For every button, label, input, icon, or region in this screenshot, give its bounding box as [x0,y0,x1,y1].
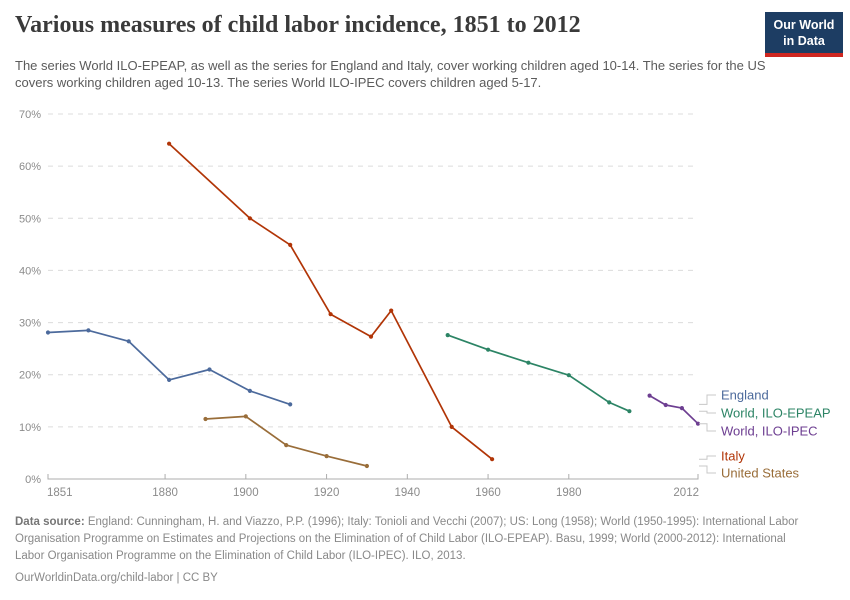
data-point-italy [449,424,454,429]
y-axis-tick-label: 70% [19,109,41,121]
legend-connector-world-ilo-ipec [699,423,716,432]
data-point-italy [167,141,172,146]
data-point-england [288,402,293,407]
owid-logo[interactable]: Our World in Data [765,12,843,57]
data-point-england [207,367,212,372]
y-axis-tick-label: 40% [19,265,41,277]
legend-connector-united-states [699,465,716,474]
legend-label-world-ilo-epeap[interactable]: World, ILO-EPEAP [721,406,831,421]
data-point-world-ilo-ipec [695,421,701,426]
legend-label-england[interactable]: England [721,388,769,403]
data-source-text: England: Cunningham, H. and Viazzo, P.P.… [15,516,799,563]
legend-label-italy[interactable]: Italy [721,449,745,464]
y-axis-tick-label: 20% [19,370,41,382]
y-axis-tick-label: 50% [19,213,41,225]
series-line-england [47,329,292,406]
data-point-world-ilo-epeap [526,360,531,365]
legend-connector-world-ilo-epeap [699,410,716,414]
x-axis-tick-label: 1980 [556,487,582,499]
data-point-england [167,377,172,382]
x-axis-tick-label: 1940 [395,487,421,499]
data-point-italy [328,312,333,317]
data-source-line: Data source: England: Cunningham, H. and… [15,514,810,565]
data-point-world-ilo-epeap [445,333,450,338]
data-point-world-ilo-epeap [486,347,491,352]
license-line: OurWorldinData.org/child-labor | CC BY [15,570,810,587]
data-point-world-ilo-epeap [627,409,632,414]
data-point-italy [490,457,495,462]
y-axis-tick-label: 60% [19,161,41,173]
x-axis-tick-label: 1920 [314,487,340,499]
data-point-united-states [324,454,329,459]
data-source-label: Data source: [15,516,85,528]
x-axis-tick-label: 1960 [475,487,501,499]
data-point-england [86,328,91,333]
chart-subtitle: The series World ILO-EPEAP, as well as t… [15,58,766,91]
series-line-united-states [204,415,368,467]
x-axis-tick-label: 1880 [152,487,178,499]
data-point-united-states [364,463,369,469]
x-axis-tick-label: 1851 [47,487,73,499]
owid-link[interactable]: OurWorldinData.org/child-labor [15,572,174,585]
data-point-world-ilo-epeap [566,373,571,378]
series-line-world-ilo-epeap [446,334,631,413]
data-point-united-states [243,414,248,419]
data-point-england [247,388,252,393]
data-point-england [45,330,51,335]
page-title: Various measures of child labor incidenc… [15,12,581,38]
series-line-italy [168,142,493,461]
x-axis-tick-label: 1900 [233,487,259,499]
data-point-italy [368,334,374,339]
data-point-united-states [284,443,289,448]
x-axis-tick-label: 2012 [673,487,699,499]
footer: Data source: England: Cunningham, H. and… [15,514,810,587]
data-point-world-ilo-ipec [647,393,652,398]
data-point-italy [247,216,252,221]
legend-label-united-states[interactable]: United States [721,466,800,481]
owid-logo-line2: in Data [783,34,825,48]
data-point-italy [389,308,394,313]
y-axis-tick-label: 10% [19,422,41,434]
series-line-world-ilo-ipec [648,394,699,425]
data-point-world-ilo-ipec [679,406,685,411]
data-point-united-states [203,416,208,422]
data-point-england [126,339,131,344]
legend-connector-italy [699,455,716,460]
legend-connector-england [699,394,716,405]
y-axis-tick-label: 30% [19,318,41,330]
data-point-italy [288,242,293,247]
license-suffix: | CC BY [173,572,218,585]
owid-logo-line1: Our World [773,18,835,32]
legend-label-world-ilo-ipec[interactable]: World, ILO-IPEC [721,424,818,439]
data-point-world-ilo-ipec [663,402,668,408]
y-axis-tick-label: 0% [25,474,41,486]
data-point-world-ilo-epeap [607,400,612,405]
